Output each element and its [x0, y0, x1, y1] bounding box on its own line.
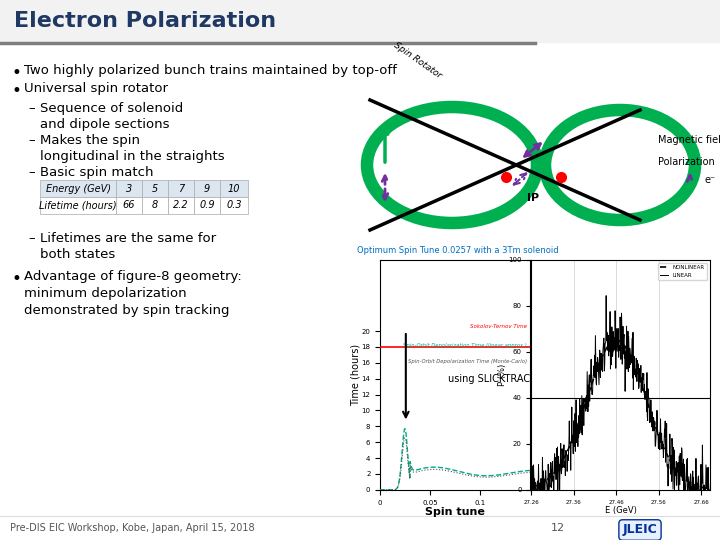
Text: Sokolov-Ternov Time: Sokolov-Ternov Time — [470, 324, 527, 329]
Text: Electron Polarization: Electron Polarization — [14, 11, 276, 31]
Text: Sequence of solenoid
and dipole sections: Sequence of solenoid and dipole sections — [40, 102, 184, 131]
Text: –: – — [28, 134, 35, 147]
Text: Spin Rotator: Spin Rotator — [392, 40, 444, 80]
Text: •: • — [12, 82, 22, 100]
Text: –: – — [28, 102, 35, 115]
X-axis label: Spin tune: Spin tune — [425, 507, 485, 517]
Bar — [168, 180, 194, 197]
Text: Magnetic field: Magnetic field — [658, 135, 720, 145]
Text: •: • — [12, 270, 22, 288]
Text: 10: 10 — [228, 184, 240, 193]
Text: 9: 9 — [204, 184, 210, 193]
Text: –: – — [28, 166, 35, 179]
Text: Basic spin match: Basic spin match — [40, 166, 153, 179]
Text: using SLICKTRACK: using SLICKTRACK — [449, 374, 536, 384]
Text: 0.3: 0.3 — [226, 200, 242, 211]
Text: JLEIC: JLEIC — [623, 523, 657, 537]
Text: Lifetimes are the same for
both states: Lifetimes are the same for both states — [40, 232, 216, 261]
Text: Spin-Orbit Depolarization Time (linear approx.): Spin-Orbit Depolarization Time (linear a… — [403, 342, 527, 348]
Bar — [194, 180, 220, 197]
Y-axis label: P (%): P (%) — [498, 363, 507, 386]
Bar — [194, 197, 220, 214]
Text: 8: 8 — [152, 200, 158, 211]
Text: e⁻: e⁻ — [704, 175, 716, 185]
X-axis label: E (GeV): E (GeV) — [605, 506, 636, 515]
Bar — [40, 180, 116, 197]
Bar — [142, 197, 168, 214]
Text: Polarization: Polarization — [658, 157, 715, 167]
Bar — [116, 180, 142, 197]
Text: Advantage of figure-8 geometry:
minimum depolarization
demonstrated by spin trac: Advantage of figure-8 geometry: minimum … — [24, 270, 242, 317]
Text: Lifetime (hours): Lifetime (hours) — [39, 200, 117, 211]
Y-axis label: Time (hours): Time (hours) — [350, 343, 360, 406]
Bar — [40, 197, 116, 214]
Text: Two highly polarized bunch trains maintained by top-off: Two highly polarized bunch trains mainta… — [24, 64, 397, 77]
Text: Universal spin rotator: Universal spin rotator — [24, 82, 168, 95]
Text: 3: 3 — [126, 184, 132, 193]
Text: 66: 66 — [122, 200, 135, 211]
Text: IP: IP — [528, 193, 539, 203]
Legend: NONLINEAR, LINEAR: NONLINEAR, LINEAR — [658, 262, 707, 280]
Text: Energy (GeV): Energy (GeV) — [45, 184, 110, 193]
Text: 12: 12 — [551, 523, 565, 533]
Text: –: – — [28, 232, 35, 245]
Bar — [0, 0, 720, 42]
Text: Pre-DIS EIC Workshop, Kobe, Japan, April 15, 2018: Pre-DIS EIC Workshop, Kobe, Japan, April… — [10, 523, 255, 533]
Text: •: • — [12, 64, 22, 82]
Text: Spin-Orbit Depolarization Time (Monte-Carlo): Spin-Orbit Depolarization Time (Monte-Ca… — [408, 359, 527, 363]
Bar — [220, 197, 248, 214]
Bar — [142, 180, 168, 197]
Bar — [116, 197, 142, 214]
Bar — [168, 197, 194, 214]
Text: 7: 7 — [178, 184, 184, 193]
Text: Optimum Spin Tune 0.0257 with a 3Tm solenoid: Optimum Spin Tune 0.0257 with a 3Tm sole… — [357, 246, 559, 255]
Text: 0.9: 0.9 — [199, 200, 215, 211]
Bar — [220, 180, 248, 197]
Text: 5: 5 — [152, 184, 158, 193]
Text: 2.2: 2.2 — [174, 200, 189, 211]
Text: Makes the spin
longitudinal in the straights: Makes the spin longitudinal in the strai… — [40, 134, 225, 163]
